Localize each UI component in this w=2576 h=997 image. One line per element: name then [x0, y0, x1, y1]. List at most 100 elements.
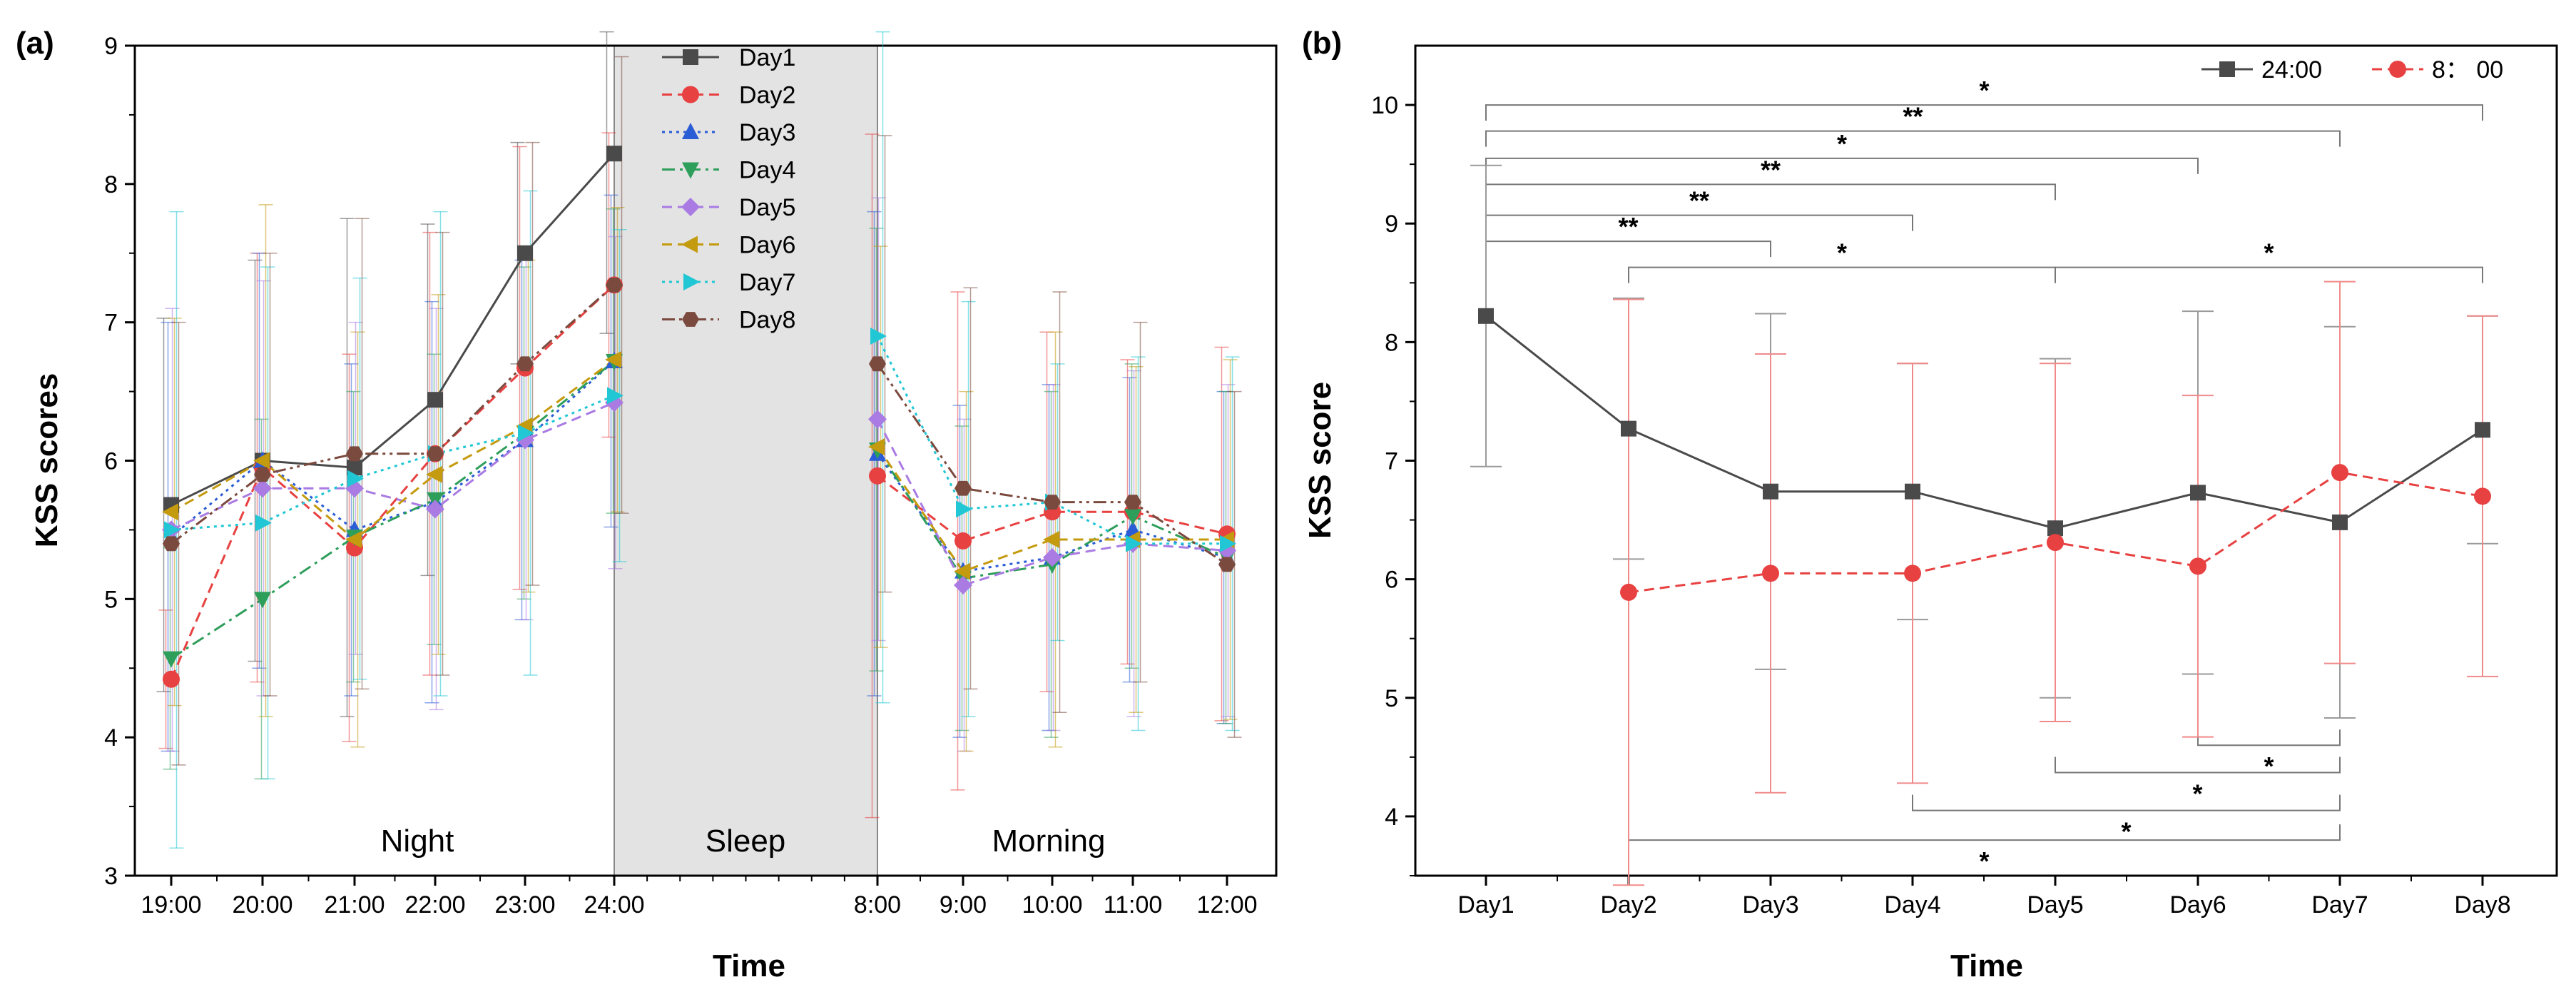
a-series-line-day7	[170, 395, 615, 531]
a-x-tick-label: 9:00	[940, 891, 987, 918]
b-point-series-0	[2332, 514, 2348, 530]
b-point-series-0	[1621, 420, 1636, 437]
a-point-day7	[347, 470, 364, 487]
a-legend-marker-day4	[682, 162, 699, 179]
a-legend-label-day1: Day1	[739, 44, 795, 71]
b-x-tick-label: Day6	[2169, 891, 2226, 918]
region-label-morning: Morning	[992, 824, 1106, 859]
a-point-day6	[605, 351, 621, 369]
panel-b-markers	[1478, 308, 2491, 601]
a-y-tick-label: 7	[104, 310, 118, 337]
a-y-tick-label: 6	[104, 448, 118, 475]
b-legend-marker-0	[2219, 61, 2235, 77]
b-legend-marker-1	[2389, 61, 2406, 78]
b-point-series-1	[2189, 557, 2206, 575]
a-point-day8	[346, 446, 363, 462]
b-significance-label: **	[1761, 155, 1781, 184]
b-y-tick-label: 4	[1385, 804, 1398, 831]
b-point-series-0	[1763, 483, 1778, 500]
a-y-tick-label: 3	[104, 863, 118, 890]
b-significance-bracket	[1485, 157, 2199, 174]
panel-b-axes: 4 5 6 7 8 9 10 Day1 Day2 Day3 Day4 Day5 Day6 Day7 Day8	[1371, 92, 2511, 918]
panel-b-plot-frame	[1414, 44, 2558, 877]
panel-b-label: (b)	[1302, 26, 1342, 61]
a-point-day2	[163, 670, 180, 688]
a-x-tick-label: 24:00	[584, 891, 644, 918]
b-significance-label: *	[2192, 779, 2202, 808]
a-y-tick-label: 4	[104, 724, 118, 751]
a-legend-label-day5: Day5	[739, 194, 795, 221]
a-legend-label-day4: Day4	[739, 157, 795, 184]
b-significance-label: *	[1837, 129, 1847, 158]
b-y-tick-label: 6	[1385, 567, 1398, 594]
a-series-line-day4	[876, 449, 1228, 580]
b-point-series-1	[2474, 487, 2491, 505]
a-series-line-day3	[170, 360, 615, 538]
b-point-series-1	[1762, 565, 1779, 582]
a-series-line-day5	[876, 418, 1228, 587]
a-point-day6	[954, 562, 970, 580]
b-significance-bracket	[2055, 756, 2341, 774]
b-x-tick-label: Day3	[1742, 891, 1798, 918]
b-series-line-0	[1485, 315, 2483, 530]
b-significance-label: *	[1979, 76, 1989, 105]
a-series-line-day2	[170, 284, 616, 680]
a-x-tick-label: 23:00	[494, 891, 555, 918]
a-point-day8	[1124, 495, 1141, 510]
a-point-day4	[163, 651, 180, 668]
a-point-day7	[1126, 535, 1142, 552]
a-point-day8	[606, 277, 623, 293]
a-point-day5	[954, 575, 972, 594]
a-y-tick-label: 8	[104, 171, 118, 198]
a-point-day7	[255, 514, 272, 532]
panel-b-legend: 24:00 8： 00	[2201, 56, 2503, 83]
a-legend-marker-day5	[681, 198, 700, 216]
a-legend-label-day8: Day8	[739, 307, 795, 334]
a-legend-marker-day1	[683, 49, 698, 65]
b-significance-bracket	[1485, 214, 1913, 231]
b-point-series-0	[2475, 422, 2490, 438]
b-x-tick-label: Day5	[2027, 891, 2083, 918]
a-point-day7	[870, 328, 887, 345]
panel-a-series-lines	[170, 153, 1228, 680]
a-legend-marker-day8	[682, 312, 699, 327]
a-point-day4	[1124, 509, 1141, 526]
a-point-day8	[254, 467, 271, 482]
panel-a-label: (a)	[16, 26, 54, 61]
a-point-day5	[1043, 548, 1062, 567]
a-point-day1	[347, 460, 362, 476]
a-legend-marker-day6	[681, 236, 698, 253]
b-significance-label: *	[1837, 238, 1847, 268]
sleep-region	[614, 46, 877, 876]
panel-a-axes: 3 4 5 6 7 8 9 19:00 20:00 21:00 22:00 23:00 24:00 8:0…	[104, 33, 1257, 918]
a-point-day6	[253, 452, 270, 470]
a-x-tick-label: 11:00	[1104, 891, 1163, 918]
a-y-tick-label: 9	[104, 33, 118, 60]
a-point-day2	[869, 467, 886, 485]
a-point-day8	[516, 356, 534, 372]
a-series-line-day2	[877, 475, 1228, 542]
b-point-series-1	[2331, 464, 2348, 482]
b-legend-label-0: 24:00	[2261, 56, 2322, 83]
a-point-day8	[954, 480, 972, 496]
b-significance-bracket	[1485, 130, 2341, 147]
b-significance-label: *	[1979, 846, 1989, 876]
panel-b-series-lines	[1485, 315, 2483, 594]
a-point-day7	[956, 500, 972, 518]
b-x-tick-label: Day8	[2454, 891, 2510, 918]
b-significance-bracket	[1628, 266, 2056, 283]
a-x-tick-label: 20:00	[232, 891, 292, 918]
b-point-series-1	[2047, 534, 2064, 552]
a-point-day1	[606, 146, 622, 162]
a-point-day6	[868, 438, 885, 456]
a-series-line-day6	[876, 446, 1227, 573]
a-point-day8	[427, 446, 444, 462]
a-point-day8	[163, 536, 180, 552]
a-legend-label-day6: Day6	[739, 232, 795, 259]
a-point-day4	[254, 592, 271, 609]
a-series-line-day7	[876, 335, 1227, 545]
a-series-line-day4	[170, 360, 615, 659]
a-point-day5	[253, 479, 272, 498]
a-x-tick-label: 10:00	[1022, 891, 1082, 918]
panel-a-x-axis-title: Time	[713, 948, 785, 983]
